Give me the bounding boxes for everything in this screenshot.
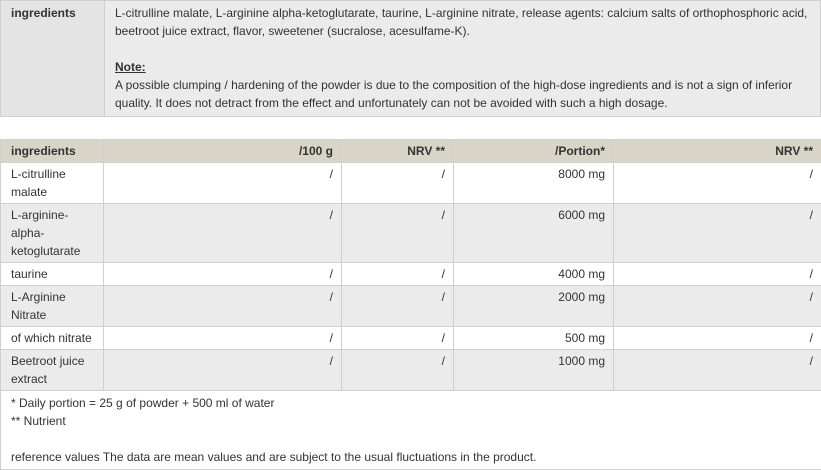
header-ingredients: ingredients bbox=[1, 140, 104, 163]
cell-nrv: / bbox=[342, 204, 454, 263]
cell-ingredient: taurine bbox=[1, 263, 104, 286]
cell-per-portion: 4000 mg bbox=[454, 263, 614, 286]
footnote-daily-portion: * Daily portion = 25 g of powder + 500 m… bbox=[11, 394, 811, 412]
footnote-nutrient: ** Nutrient bbox=[11, 412, 811, 430]
cell-per-portion: 1000 mg bbox=[454, 350, 614, 391]
footnote-reference: reference values The data are mean value… bbox=[11, 448, 811, 466]
ingredients-content: L-citrulline malate, L-arginine alpha-ke… bbox=[105, 1, 821, 117]
cell-nrv-portion: / bbox=[614, 263, 821, 286]
cell-nrv: / bbox=[342, 286, 454, 327]
header-nrv: NRV ** bbox=[342, 140, 454, 163]
ingredients-text: L-citrulline malate, L-arginine alpha-ke… bbox=[115, 4, 810, 40]
cell-nrv: / bbox=[342, 163, 454, 204]
nutrition-table: ingredients /100 g NRV ** /Portion* NRV … bbox=[0, 139, 821, 470]
cell-nrv-portion: / bbox=[614, 350, 821, 391]
note-text: A possible clumping / hardening of the p… bbox=[115, 76, 810, 112]
cell-per-100g: / bbox=[104, 327, 342, 350]
ingredients-box: ingredients L-citrulline malate, L-argin… bbox=[0, 0, 821, 117]
header-per-portion: /Portion* bbox=[454, 140, 614, 163]
cell-ingredient: of which nitrate bbox=[1, 327, 104, 350]
cell-per-100g: / bbox=[104, 350, 342, 391]
cell-per-100g: / bbox=[104, 263, 342, 286]
cell-nrv-portion: / bbox=[614, 163, 821, 204]
cell-per-portion: 6000 mg bbox=[454, 204, 614, 263]
cell-ingredient: Beetroot juice extract bbox=[1, 350, 104, 391]
header-nrv-portion: NRV ** bbox=[614, 140, 821, 163]
cell-per-portion: 2000 mg bbox=[454, 286, 614, 327]
cell-nrv-portion: / bbox=[614, 327, 821, 350]
cell-per-portion: 8000 mg bbox=[454, 163, 614, 204]
table-row: Beetroot juice extract//1000 mg/ bbox=[1, 350, 821, 391]
table-row: L-Arginine Nitrate//2000 mg/ bbox=[1, 286, 821, 327]
table-row: L-citrulline malate//8000 mg/ bbox=[1, 163, 821, 204]
cell-per-100g: / bbox=[104, 204, 342, 263]
cell-per-portion: 500 mg bbox=[454, 327, 614, 350]
ingredients-label: ingredients bbox=[1, 1, 105, 117]
cell-ingredient: L-Arginine Nitrate bbox=[1, 286, 104, 327]
cell-nrv: / bbox=[342, 327, 454, 350]
table-row: of which nitrate//500 mg/ bbox=[1, 327, 821, 350]
header-per-100g: /100 g bbox=[104, 140, 342, 163]
note-title: Note: bbox=[115, 58, 810, 76]
table-header: ingredients /100 g NRV ** /Portion* NRV … bbox=[1, 140, 821, 163]
cell-ingredient: L-arginine-alpha-ketoglutarate bbox=[1, 204, 104, 263]
cell-ingredient: L-citrulline malate bbox=[1, 163, 104, 204]
cell-nrv: / bbox=[342, 350, 454, 391]
cell-per-100g: / bbox=[104, 286, 342, 327]
cell-nrv-portion: / bbox=[614, 204, 821, 263]
cell-nrv-portion: / bbox=[614, 286, 821, 327]
table-row: taurine//4000 mg/ bbox=[1, 263, 821, 286]
table-row: L-arginine-alpha-ketoglutarate//6000 mg/ bbox=[1, 204, 821, 263]
cell-nrv: / bbox=[342, 263, 454, 286]
cell-per-100g: / bbox=[104, 163, 342, 204]
footnotes: * Daily portion = 25 g of powder + 500 m… bbox=[1, 391, 821, 470]
